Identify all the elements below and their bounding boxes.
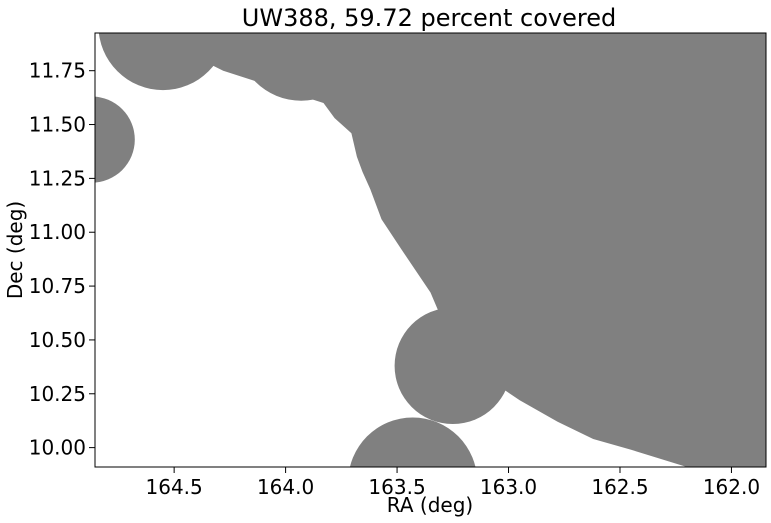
y-tick-label: 10.00 [29,436,86,460]
y-tick-label: 11.75 [29,59,86,83]
x-tick-label: 164.0 [257,475,314,499]
x-tick-label: 162.0 [703,475,760,499]
y-axis-label: Dec (deg) [3,201,27,299]
x-tick-label: 162.5 [591,475,648,499]
x-tick-label: 164.5 [146,475,203,499]
y-axis: 10.00 10.25 10.50 10.75 11.00 11.25 11.50 11.75 [29,59,95,460]
y-tick-label: 10.25 [29,382,86,406]
coverage-disk-3 [95,96,135,183]
plot-frame [94,32,767,468]
x-axis: 164.5 164.0 163.5 163.0 162.5 162.0 [146,467,760,499]
coverage-disk-1 [98,33,228,91]
y-tick-label: 11.00 [29,220,86,244]
x-axis-label: RA (deg) [387,493,473,517]
y-tick-label: 10.75 [29,274,86,298]
x-tick-label: 163.5 [368,475,425,499]
y-tick-label: 10.50 [29,328,86,352]
coverage-disk-4 [412,113,628,330]
coverage-disk-6 [349,417,476,467]
y-tick-label: 11.50 [29,113,86,137]
coverage-disk-5 [394,307,511,424]
x-tick-label: 163.0 [480,475,537,499]
y-tick-label: 11.25 [29,166,86,190]
plot-area [95,33,766,467]
chart-title: UW388, 59.72 percent covered [242,4,616,32]
coverage-disk-2 [236,33,366,101]
